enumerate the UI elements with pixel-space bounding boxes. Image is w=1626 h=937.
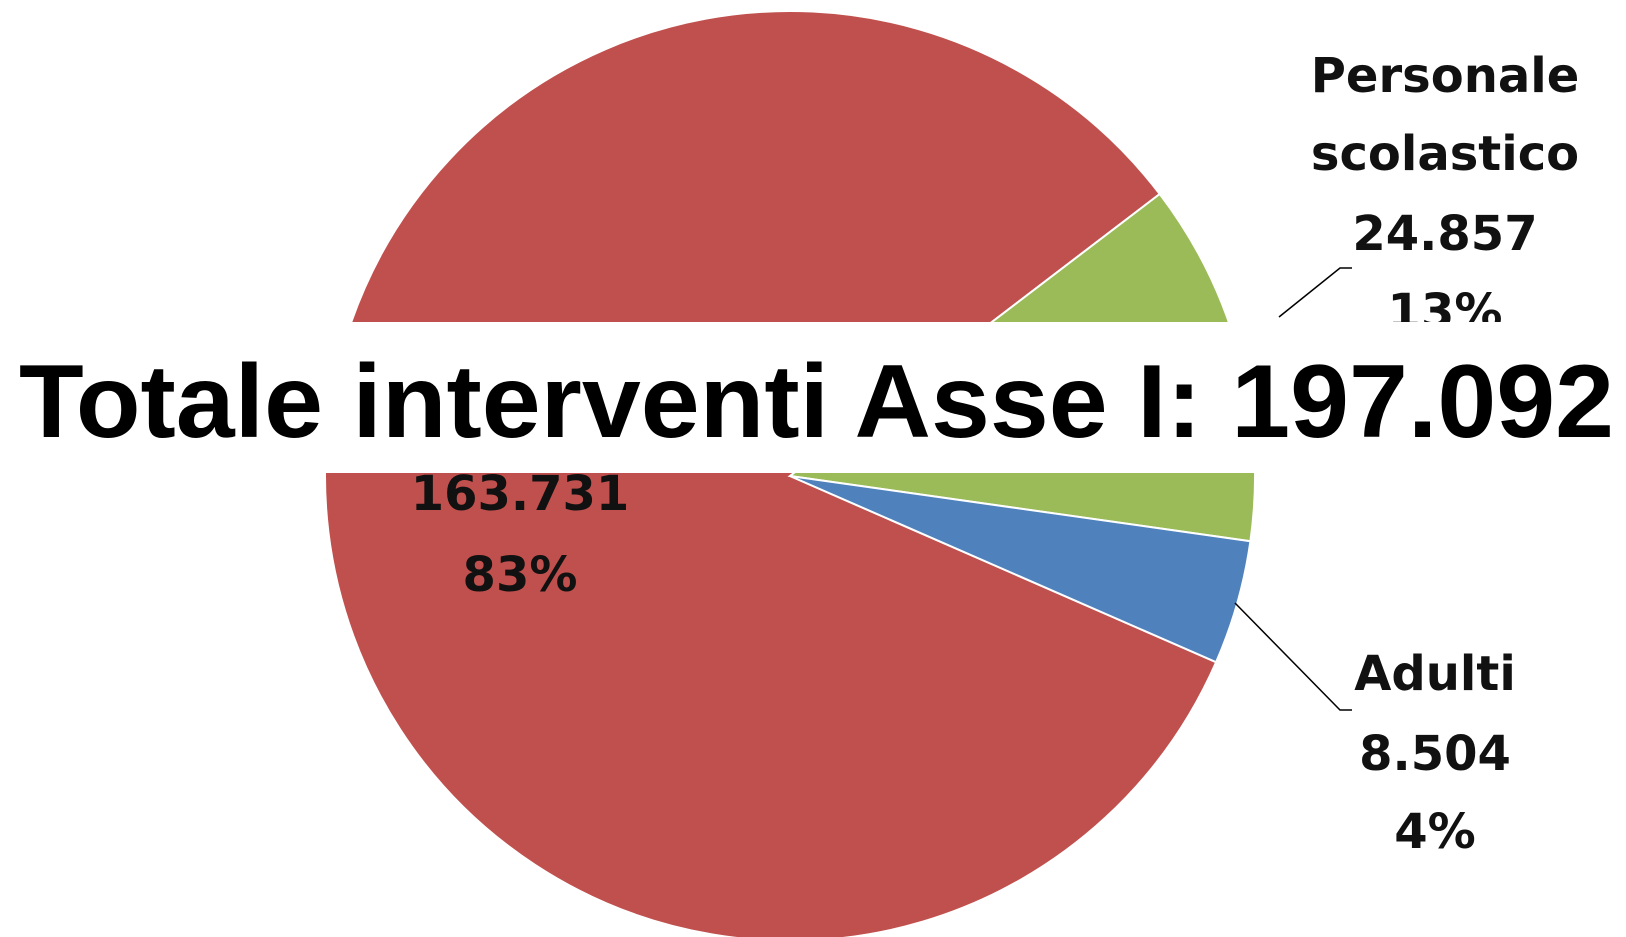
value-label: 163.731 [411,466,630,522]
value-label: 8.504 [1359,726,1511,782]
slice-label-line: scolastico [1311,126,1579,182]
leader-line [1234,602,1352,711]
title-band [0,322,1626,473]
percent-label: 83% [463,547,578,603]
pie-slice [789,475,1252,664]
value-label: 24.857 [1352,206,1537,262]
pie-slice [324,10,1218,937]
slice-label: Adulti [1354,646,1516,702]
slice-label-line: Personale [1311,48,1580,104]
slice-label: Personale scolastico [1311,48,1580,182]
percent-label: 4% [1394,804,1476,860]
leader-line [1278,267,1352,318]
chart-title: Totale interventi Asse I: 197.092 [19,344,1614,460]
